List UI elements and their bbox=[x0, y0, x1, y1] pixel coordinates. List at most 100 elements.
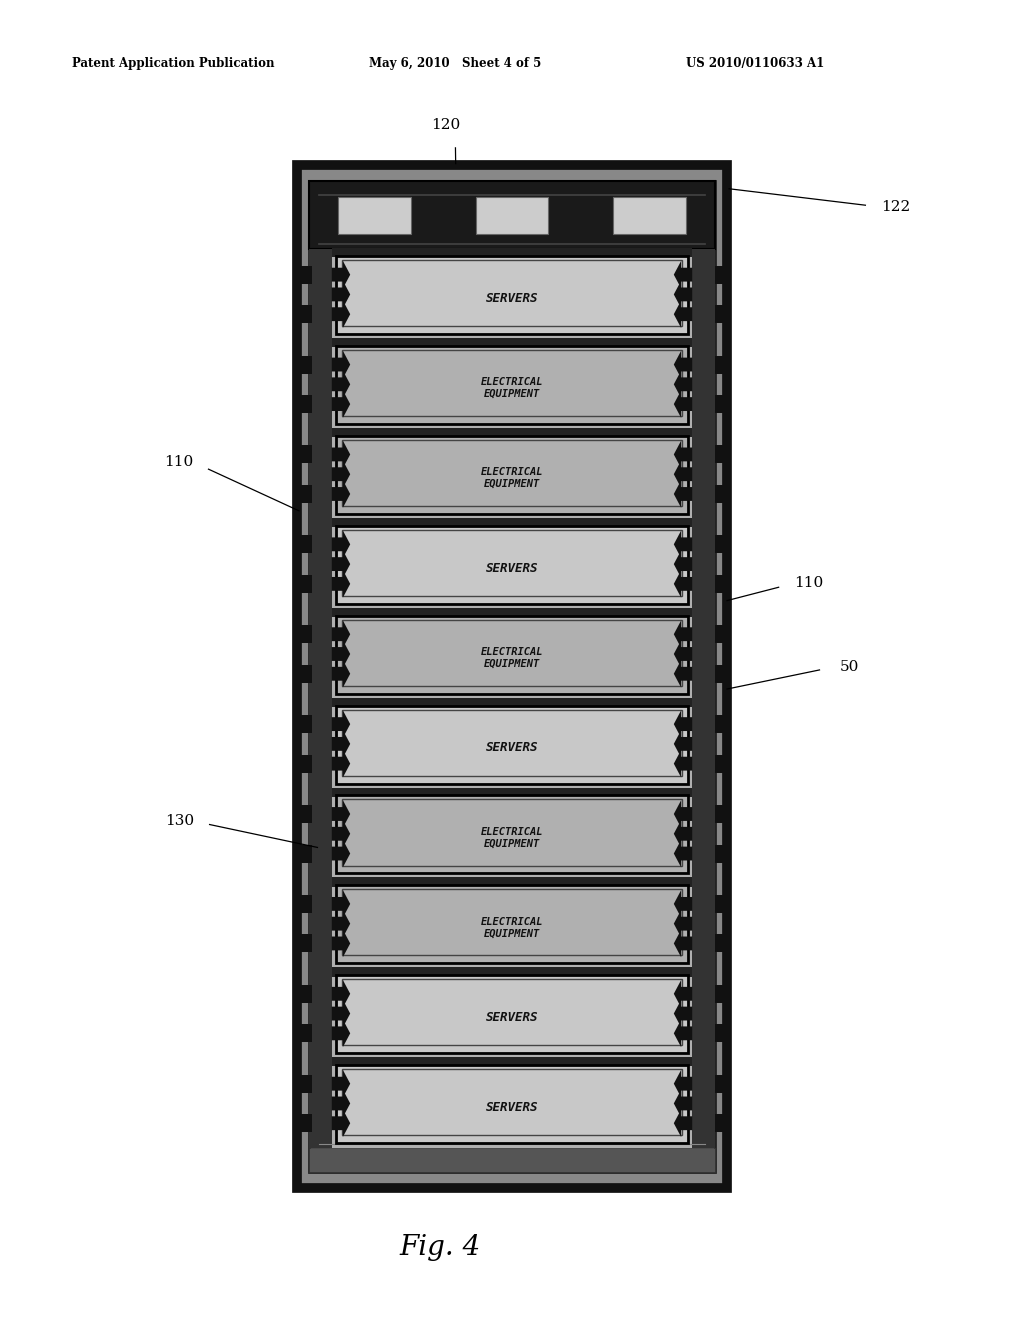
Bar bbox=[332, 517, 692, 527]
Bar bbox=[299, 576, 312, 593]
Polygon shape bbox=[674, 1069, 692, 1097]
Bar bbox=[336, 796, 688, 874]
Polygon shape bbox=[674, 979, 692, 1007]
Bar bbox=[342, 350, 682, 416]
Bar bbox=[299, 895, 312, 913]
Bar bbox=[299, 845, 312, 862]
Text: 110: 110 bbox=[165, 455, 194, 469]
Polygon shape bbox=[332, 441, 350, 469]
Polygon shape bbox=[674, 820, 692, 847]
Text: SERVERS: SERVERS bbox=[485, 292, 539, 305]
Text: May 6, 2010   Sheet 4 of 5: May 6, 2010 Sheet 4 of 5 bbox=[369, 57, 541, 70]
Bar bbox=[715, 355, 725, 374]
Polygon shape bbox=[332, 461, 350, 488]
Polygon shape bbox=[332, 570, 350, 598]
Bar bbox=[338, 197, 411, 235]
Bar bbox=[715, 935, 725, 953]
Polygon shape bbox=[674, 1019, 692, 1047]
Text: 122: 122 bbox=[882, 201, 910, 214]
Bar bbox=[342, 710, 682, 776]
Bar bbox=[715, 755, 725, 772]
Polygon shape bbox=[332, 1109, 350, 1137]
Bar bbox=[715, 265, 725, 284]
Bar bbox=[309, 249, 332, 1148]
Polygon shape bbox=[332, 840, 350, 867]
Bar bbox=[336, 1065, 688, 1143]
Polygon shape bbox=[332, 710, 350, 738]
Polygon shape bbox=[674, 730, 692, 758]
Text: ELECTRICAL
EQUIPMENT: ELECTRICAL EQUIPMENT bbox=[480, 647, 544, 669]
Bar bbox=[299, 395, 312, 413]
Bar bbox=[342, 890, 682, 956]
Bar bbox=[475, 197, 549, 235]
Polygon shape bbox=[332, 301, 350, 329]
Polygon shape bbox=[332, 929, 350, 957]
Bar bbox=[309, 181, 715, 1172]
Text: ELECTRICAL
EQUIPMENT: ELECTRICAL EQUIPMENT bbox=[480, 378, 544, 399]
Text: ELECTRICAL
EQUIPMENT: ELECTRICAL EQUIPMENT bbox=[480, 467, 544, 488]
Polygon shape bbox=[332, 1069, 350, 1097]
Polygon shape bbox=[332, 820, 350, 847]
Text: US 2010/0110633 A1: US 2010/0110633 A1 bbox=[686, 57, 824, 70]
Bar bbox=[715, 715, 725, 733]
Bar bbox=[715, 845, 725, 862]
Polygon shape bbox=[674, 371, 692, 399]
Polygon shape bbox=[332, 979, 350, 1007]
Polygon shape bbox=[674, 620, 692, 648]
Bar bbox=[342, 979, 682, 1045]
Polygon shape bbox=[332, 890, 350, 917]
Bar bbox=[332, 248, 692, 257]
Bar bbox=[692, 249, 715, 1148]
Polygon shape bbox=[332, 480, 350, 508]
Polygon shape bbox=[674, 301, 692, 329]
Polygon shape bbox=[674, 1109, 692, 1137]
Polygon shape bbox=[674, 261, 692, 289]
Polygon shape bbox=[674, 531, 692, 558]
Polygon shape bbox=[674, 351, 692, 379]
Bar bbox=[336, 256, 688, 334]
Bar bbox=[332, 1057, 692, 1067]
Polygon shape bbox=[332, 730, 350, 758]
Polygon shape bbox=[332, 909, 350, 937]
Polygon shape bbox=[332, 640, 350, 668]
Bar bbox=[299, 626, 312, 643]
Polygon shape bbox=[332, 620, 350, 648]
Bar bbox=[336, 525, 688, 603]
Polygon shape bbox=[674, 890, 692, 917]
Polygon shape bbox=[332, 999, 350, 1027]
Polygon shape bbox=[332, 371, 350, 399]
Text: 130: 130 bbox=[165, 814, 194, 828]
Polygon shape bbox=[674, 550, 692, 578]
Text: SERVERS: SERVERS bbox=[485, 742, 539, 754]
Text: Patent Application Publication: Patent Application Publication bbox=[72, 57, 274, 70]
Polygon shape bbox=[332, 531, 350, 558]
Bar bbox=[299, 665, 312, 682]
Polygon shape bbox=[674, 800, 692, 828]
Polygon shape bbox=[332, 750, 350, 777]
Bar bbox=[715, 576, 725, 593]
Bar bbox=[342, 619, 682, 686]
Bar bbox=[336, 886, 688, 964]
Bar bbox=[299, 715, 312, 733]
Text: Fig. 4: Fig. 4 bbox=[399, 1234, 481, 1261]
Polygon shape bbox=[332, 281, 350, 309]
Bar bbox=[299, 265, 312, 284]
Bar bbox=[299, 935, 312, 953]
Bar bbox=[332, 697, 692, 708]
Text: SERVERS: SERVERS bbox=[485, 1101, 539, 1114]
Bar bbox=[299, 1074, 312, 1093]
Bar bbox=[299, 305, 312, 323]
Polygon shape bbox=[332, 1089, 350, 1117]
Polygon shape bbox=[332, 800, 350, 828]
Text: 110: 110 bbox=[795, 577, 823, 590]
Bar bbox=[715, 395, 725, 413]
Polygon shape bbox=[674, 281, 692, 309]
Polygon shape bbox=[674, 750, 692, 777]
Bar bbox=[309, 1148, 715, 1172]
Bar bbox=[715, 1024, 725, 1043]
Polygon shape bbox=[332, 1019, 350, 1047]
Polygon shape bbox=[332, 351, 350, 379]
Polygon shape bbox=[674, 480, 692, 508]
Polygon shape bbox=[332, 550, 350, 578]
Bar bbox=[297, 165, 727, 1188]
